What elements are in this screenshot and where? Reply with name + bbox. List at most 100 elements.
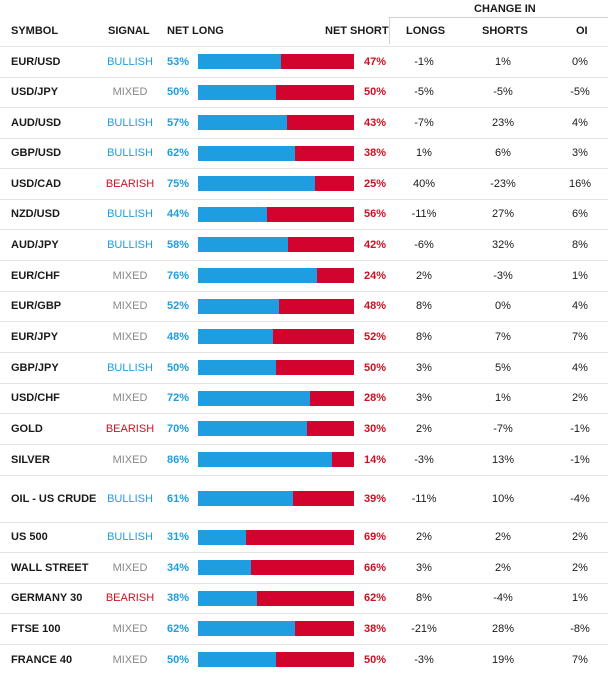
symbol-cell[interactable]: USD/CAD — [11, 177, 62, 190]
change-shorts-value: 5% — [495, 361, 511, 374]
net-short-value: 43% — [363, 116, 386, 129]
change-oi-value: 8% — [572, 238, 588, 251]
symbol-cell[interactable]: GBP/JPY — [11, 361, 59, 374]
symbol-cell[interactable]: EUR/JPY — [11, 330, 59, 343]
row-divider — [0, 229, 608, 230]
net-short-value: 47% — [363, 55, 386, 68]
change-shorts-value: -23% — [490, 177, 516, 190]
table-row[interactable]: GBP/JPY BULLISH 50% 50% 3% 5% 4% — [0, 352, 608, 383]
table-row[interactable]: USD/CHF MIXED 72% 28% 3% 1% 2% — [0, 383, 608, 413]
sentiment-bar — [198, 176, 354, 191]
table-row[interactable]: SILVER MIXED 86% 14% -3% 13% -1% — [0, 444, 608, 475]
header-net-short[interactable]: NET SHORT — [325, 25, 389, 37]
net-long-value: 58% — [167, 238, 190, 251]
table-row[interactable]: EUR/CHF MIXED 76% 24% 2% -3% 1% — [0, 260, 608, 291]
change-oi-value: 7% — [572, 653, 588, 666]
change-oi-value: 4% — [572, 361, 588, 374]
signal-cell: MIXED — [112, 392, 148, 404]
symbol-cell[interactable]: USD/JPY — [11, 86, 59, 98]
sentiment-bar — [198, 621, 354, 636]
change-longs-value: -3% — [414, 453, 434, 466]
signal-cell: MIXED — [112, 653, 148, 666]
net-long-bar — [198, 621, 295, 636]
table-row[interactable]: GERMANY 30 BEARISH 38% 62% 8% -4% 1% — [0, 583, 608, 613]
symbol-cell[interactable]: AUD/JPY — [11, 238, 59, 251]
net-short-bar — [276, 360, 354, 375]
net-long-bar — [198, 115, 287, 130]
symbol-cell[interactable]: GBP/USD — [11, 147, 62, 159]
table-row[interactable]: EUR/GBP MIXED 52% 48% 8% 0% 4% — [0, 291, 608, 321]
net-short-bar — [276, 652, 354, 667]
symbol-cell[interactable]: USD/CHF — [11, 392, 60, 404]
table-row[interactable]: FTSE 100 MIXED 62% 38% -21% 28% -8% — [0, 613, 608, 644]
symbol-cell[interactable]: NZD/USD — [11, 208, 60, 220]
header-oi[interactable]: OI — [576, 25, 588, 37]
row-divider — [0, 46, 608, 47]
header-signal[interactable]: SIGNAL — [108, 25, 150, 37]
net-long-value: 53% — [167, 55, 190, 68]
net-long-value: 38% — [167, 592, 190, 604]
header-net-long[interactable]: NET LONG — [167, 25, 224, 37]
table-row[interactable]: FRANCE 40 MIXED 50% 50% -3% 19% 7% — [0, 644, 608, 675]
change-shorts-value: -7% — [493, 422, 513, 435]
table-row[interactable]: AUD/USD BULLISH 57% 43% -7% 23% 4% — [0, 107, 608, 138]
net-short-bar — [280, 54, 354, 69]
change-oi-value: -1% — [570, 422, 590, 435]
row-divider — [0, 291, 608, 292]
sentiment-bar — [198, 54, 354, 69]
net-long-bar — [198, 421, 308, 436]
row-divider — [0, 644, 608, 645]
symbol-cell[interactable]: WALL STREET — [11, 561, 89, 574]
symbol-cell[interactable]: OIL - US CRUDE — [11, 492, 97, 505]
symbol-cell[interactable]: US 500 — [11, 531, 48, 543]
table-row[interactable]: US 500 BULLISH 31% 69% 2% 2% 2% — [0, 522, 608, 552]
net-short-bar — [293, 491, 354, 506]
net-short-bar — [307, 421, 354, 436]
symbol-cell[interactable]: GOLD — [11, 422, 43, 435]
sentiment-bar — [198, 360, 354, 375]
change-oi-value: 3% — [572, 147, 588, 159]
net-long-bar — [198, 54, 281, 69]
table-row[interactable]: OIL - US CRUDE BULLISH 61% 39% -11% 10% -4% — [0, 475, 608, 522]
table-row[interactable]: GBP/USD BULLISH 62% 38% 1% 6% 3% — [0, 138, 608, 168]
change-oi-value: -8% — [570, 622, 590, 635]
change-shorts-value: -5% — [493, 86, 513, 98]
table-row[interactable]: USD/CAD BEARISH 75% 25% 40% -23% 16% — [0, 168, 608, 199]
symbol-cell[interactable]: FTSE 100 — [11, 622, 61, 635]
row-divider — [0, 199, 608, 200]
symbol-cell[interactable]: AUD/USD — [11, 116, 62, 129]
symbol-cell[interactable]: EUR/GBP — [11, 300, 62, 312]
symbol-cell[interactable]: SILVER — [11, 453, 50, 466]
row-divider — [0, 77, 608, 78]
table-row[interactable]: GOLD BEARISH 70% 30% 2% -7% -1% — [0, 413, 608, 444]
table-row[interactable]: EUR/USD BULLISH 53% 47% -1% 1% 0% — [0, 46, 608, 77]
header-shorts[interactable]: SHORTS — [482, 25, 528, 37]
net-long-value: 62% — [167, 147, 190, 159]
change-shorts-value: 13% — [491, 453, 515, 466]
net-long-bar — [198, 299, 280, 314]
symbol-cell[interactable]: EUR/CHF — [11, 269, 60, 282]
symbol-cell[interactable]: GERMANY 30 — [11, 592, 83, 604]
symbol-cell[interactable]: FRANCE 40 — [11, 653, 73, 666]
net-short-value: 66% — [363, 561, 386, 574]
header-longs[interactable]: LONGS — [406, 25, 446, 37]
change-shorts-value: 7% — [495, 330, 511, 343]
net-long-value: 57% — [167, 116, 190, 129]
header-symbol[interactable]: SYMBOL — [11, 25, 59, 37]
net-short-value: 38% — [363, 622, 386, 635]
signal-cell: BULLISH — [107, 147, 153, 159]
symbol-cell[interactable]: EUR/USD — [11, 55, 61, 68]
change-oi-value: -5% — [570, 86, 590, 98]
net-long-bar — [198, 329, 273, 344]
change-oi-value: 6% — [572, 208, 588, 220]
signal-cell: BULLISH — [107, 238, 153, 251]
table-row[interactable]: NZD/USD BULLISH 44% 56% -11% 27% 6% — [0, 199, 608, 229]
net-short-value: 39% — [363, 492, 386, 505]
table-row[interactable]: WALL STREET MIXED 34% 66% 3% 2% 2% — [0, 552, 608, 583]
net-long-bar — [198, 391, 311, 406]
table-row[interactable]: USD/JPY MIXED 50% 50% -5% -5% -5% — [0, 77, 608, 107]
table-row[interactable]: AUD/JPY BULLISH 58% 42% -6% 32% 8% — [0, 229, 608, 260]
change-longs-value: 40% — [412, 177, 436, 190]
table-row[interactable]: EUR/JPY MIXED 48% 52% 8% 7% 7% — [0, 321, 608, 352]
row-divider — [0, 138, 608, 139]
